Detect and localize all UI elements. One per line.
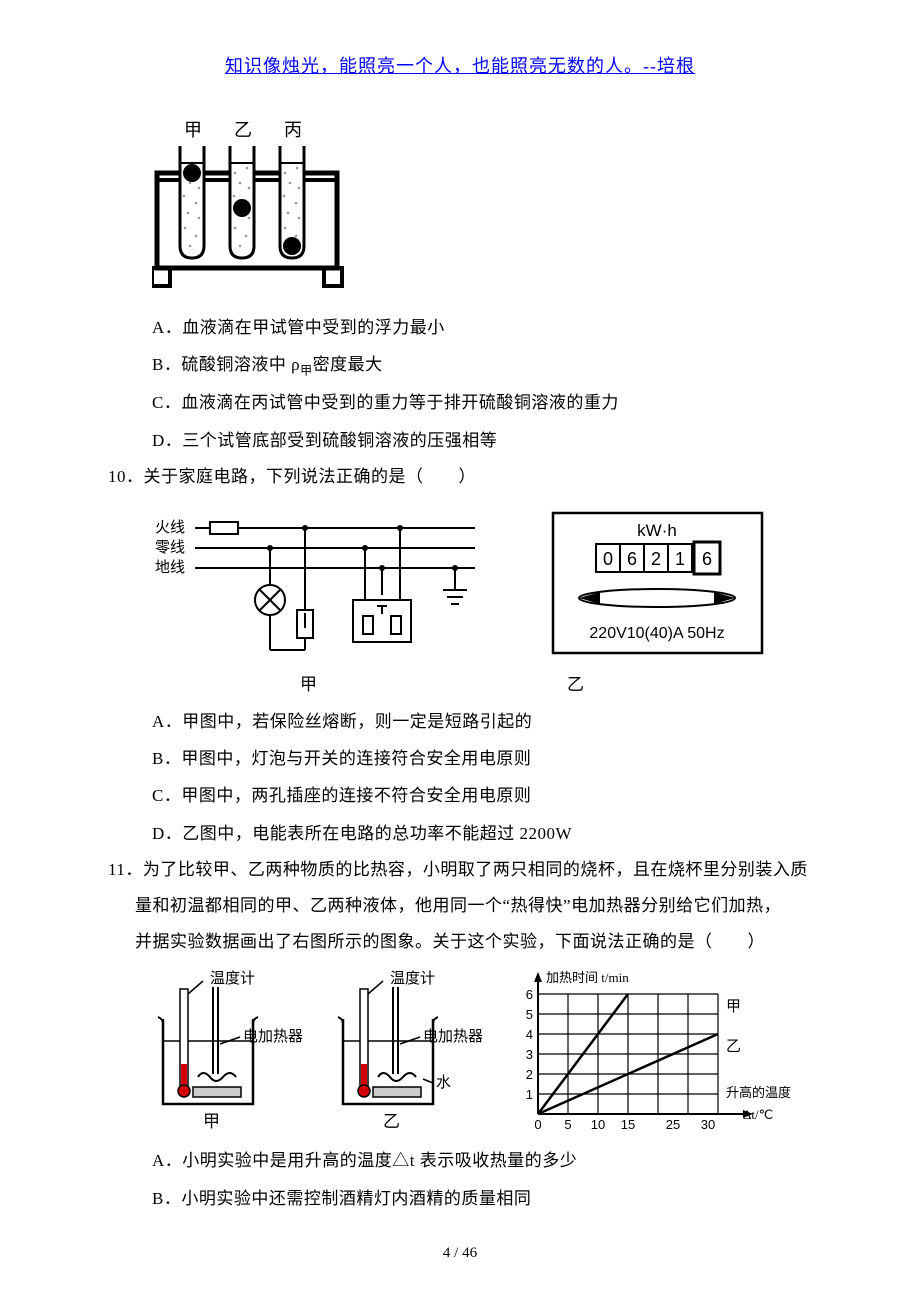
thermo-label-1: 温度计 <box>210 970 255 987</box>
q9-b-prefix: B．硫酸铜溶液中 ρ <box>152 355 300 374</box>
q9-b-sub: 甲 <box>300 364 313 378</box>
page-number: 4 / 46 <box>0 1245 920 1262</box>
tube-bing <box>280 146 304 258</box>
svg-text:5: 5 <box>564 1117 571 1132</box>
meter-digit-4: 6 <box>702 549 712 569</box>
tube-yi <box>230 146 254 258</box>
meter-digit-3: 1 <box>675 549 685 569</box>
graph-yi-label: 乙 <box>726 1039 741 1055</box>
figure-beaker-jia: 温度计 电加热器 甲 <box>148 969 303 1134</box>
q10-option-d: D．乙图中，电能表所在电路的总功率不能超过 2200W <box>152 815 820 852</box>
tube-jia <box>180 146 204 258</box>
q9-option-d: D．三个试管底部受到硫酸铜溶液的压强相等 <box>152 422 820 459</box>
graph-xunit: Δt/℃ <box>743 1107 773 1122</box>
q11-option-a: A．小明实验中是用升高的温度△t 表示吸收热量的多少 <box>152 1142 820 1179</box>
svg-text:5: 5 <box>526 1007 533 1022</box>
graph-ylabel: 加热时间 t/min <box>546 970 629 985</box>
q9-b-suffix: 密度最大 <box>313 355 383 374</box>
svg-text:25: 25 <box>666 1117 680 1132</box>
meter-digit-0: 0 <box>603 549 613 569</box>
beaker-jia-caption: 甲 <box>203 1112 220 1131</box>
q10-stem: 10．关于家庭电路，下列说法正确的是（ ） <box>108 459 820 495</box>
svg-text:4: 4 <box>526 1027 533 1042</box>
q9-option-c: C．血液滴在丙试管中受到的重力等于排开硫酸铜溶液的重力 <box>152 384 820 421</box>
svg-text:15: 15 <box>621 1117 635 1132</box>
q10-captions: 甲 乙 <box>155 670 820 695</box>
meter-digit-1: 6 <box>627 549 637 569</box>
q9-option-b: B．硫酸铜溶液中 ρ甲密度最大 <box>152 346 820 384</box>
meter-spec: 220V10(40)A 50Hz <box>589 625 724 642</box>
q11-stem-l1: 11．为了比较甲、乙两种物质的比热容，小明取了两只相同的烧杯，且在烧杯里分别装入… <box>108 852 820 888</box>
circuit-live-label: 火线 <box>155 519 185 536</box>
q10-option-b: B．甲图中，灯泡与开关的连接符合安全用电原则 <box>152 740 820 777</box>
figure-graph: 加热时间 t/min 1 2 3 4 5 6 <box>508 969 803 1134</box>
q11-stem-l2: 量和初温都相同的甲、乙两种液体，他用同一个“热得快”电加热器分别给它们加热， <box>135 888 820 924</box>
q11-stem-l3: 并据实验数据画出了右图所示的图象。关于这个实验，下面说法正确的是（ ） <box>135 924 820 960</box>
svg-text:10: 10 <box>591 1117 605 1132</box>
circuit-caption: 甲 <box>300 670 317 695</box>
q10-option-c: C．甲图中，两孔插座的连接不符合安全用电原则 <box>152 777 820 814</box>
graph-xlabel: 升高的温度 <box>726 1085 791 1100</box>
tube-label-jia: 甲 <box>184 120 202 140</box>
figure-test-tubes: 甲 乙 丙 <box>152 118 820 295</box>
tube-label-yi: 乙 <box>234 120 252 140</box>
svg-text:3: 3 <box>526 1047 533 1062</box>
svg-text:30: 30 <box>701 1117 715 1132</box>
circuit-ground-label: 地线 <box>155 559 185 576</box>
svg-text:2: 2 <box>526 1067 533 1082</box>
figure-meter: kW·h 0 6 2 1 6 220V10(40)A 50Hz <box>550 510 765 660</box>
page-content: 甲 乙 丙 <box>100 118 820 1217</box>
svg-text:6: 6 <box>526 987 533 1002</box>
q10-option-a: A．甲图中，若保险丝熔断，则一定是短路引起的 <box>152 703 820 740</box>
q9-option-a: A．血液滴在甲试管中受到的浮力最小 <box>152 309 820 346</box>
meter-unit: kW·h <box>637 521 677 540</box>
circuit-neutral-label: 零线 <box>155 539 185 556</box>
svg-text:0: 0 <box>534 1117 541 1132</box>
svg-text:1: 1 <box>526 1087 533 1102</box>
q11-option-b: B．小明实验中还需控制酒精灯内酒精的质量相同 <box>152 1180 820 1217</box>
figure-beaker-yi: 温度计 电加热器 水 乙 <box>328 969 483 1134</box>
tube-label-bing: 丙 <box>284 120 302 140</box>
graph-jia-label: 甲 <box>726 999 741 1015</box>
meter-digit-2: 2 <box>651 549 661 569</box>
header-quote: 知识像烛光，能照亮一个人，也能照亮无数的人。--培根 <box>0 52 920 78</box>
beaker-yi-caption: 乙 <box>383 1112 400 1131</box>
meter-caption: 乙 <box>567 670 584 695</box>
water-label: 水 <box>436 1074 451 1091</box>
figure-circuit: 火线 零线 地线 <box>155 510 480 655</box>
thermo-label-2: 温度计 <box>390 970 435 987</box>
